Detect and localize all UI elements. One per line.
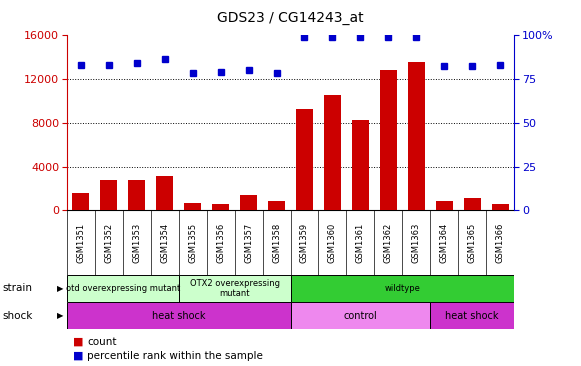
Text: ■: ■ xyxy=(73,337,83,347)
Text: GSM1361: GSM1361 xyxy=(356,223,365,262)
Text: GSM1355: GSM1355 xyxy=(188,223,197,262)
Text: otd overexpressing mutant: otd overexpressing mutant xyxy=(66,284,180,293)
Text: percentile rank within the sample: percentile rank within the sample xyxy=(87,351,263,361)
Text: GSM1363: GSM1363 xyxy=(412,222,421,263)
Text: count: count xyxy=(87,337,117,347)
Text: GDS23 / CG14243_at: GDS23 / CG14243_at xyxy=(217,11,364,25)
Bar xyxy=(184,203,201,210)
Bar xyxy=(431,302,514,329)
Text: GSM1358: GSM1358 xyxy=(272,223,281,262)
Bar xyxy=(67,274,179,302)
Text: GSM1354: GSM1354 xyxy=(160,223,169,262)
Text: GSM1353: GSM1353 xyxy=(132,223,141,262)
Text: GSM1360: GSM1360 xyxy=(328,223,337,262)
Text: OTX2 overexpressing
mutant: OTX2 overexpressing mutant xyxy=(189,279,279,298)
Text: GSM1366: GSM1366 xyxy=(496,222,505,263)
Bar xyxy=(296,109,313,210)
Text: GSM1359: GSM1359 xyxy=(300,223,309,262)
Text: GSM1364: GSM1364 xyxy=(440,223,449,262)
Bar xyxy=(380,70,397,210)
Bar xyxy=(67,302,290,329)
Text: heat shock: heat shock xyxy=(446,311,499,321)
Bar xyxy=(268,201,285,210)
Text: GSM1356: GSM1356 xyxy=(216,223,225,262)
Bar xyxy=(436,201,453,210)
Text: ▶: ▶ xyxy=(58,284,64,293)
Text: ■: ■ xyxy=(73,351,83,361)
Text: GSM1362: GSM1362 xyxy=(384,223,393,262)
Bar xyxy=(290,274,514,302)
Text: GSM1352: GSM1352 xyxy=(104,223,113,262)
Bar xyxy=(352,120,369,210)
Bar xyxy=(464,198,480,210)
Text: wildtype: wildtype xyxy=(385,284,420,293)
Text: GSM1357: GSM1357 xyxy=(244,223,253,262)
Bar xyxy=(212,204,229,210)
Text: control: control xyxy=(343,311,377,321)
Bar xyxy=(101,180,117,210)
Bar xyxy=(128,180,145,210)
Bar xyxy=(290,302,431,329)
Text: ▶: ▶ xyxy=(58,311,64,320)
Bar xyxy=(156,176,173,210)
Text: GSM1365: GSM1365 xyxy=(468,223,477,262)
Text: GSM1351: GSM1351 xyxy=(76,223,85,262)
Bar xyxy=(324,95,341,210)
Bar xyxy=(492,204,508,210)
Text: shock: shock xyxy=(3,311,33,321)
Bar xyxy=(73,193,89,210)
Bar xyxy=(179,274,290,302)
Bar xyxy=(240,195,257,210)
Bar xyxy=(408,62,425,210)
Text: heat shock: heat shock xyxy=(152,311,206,321)
Text: strain: strain xyxy=(3,283,33,293)
